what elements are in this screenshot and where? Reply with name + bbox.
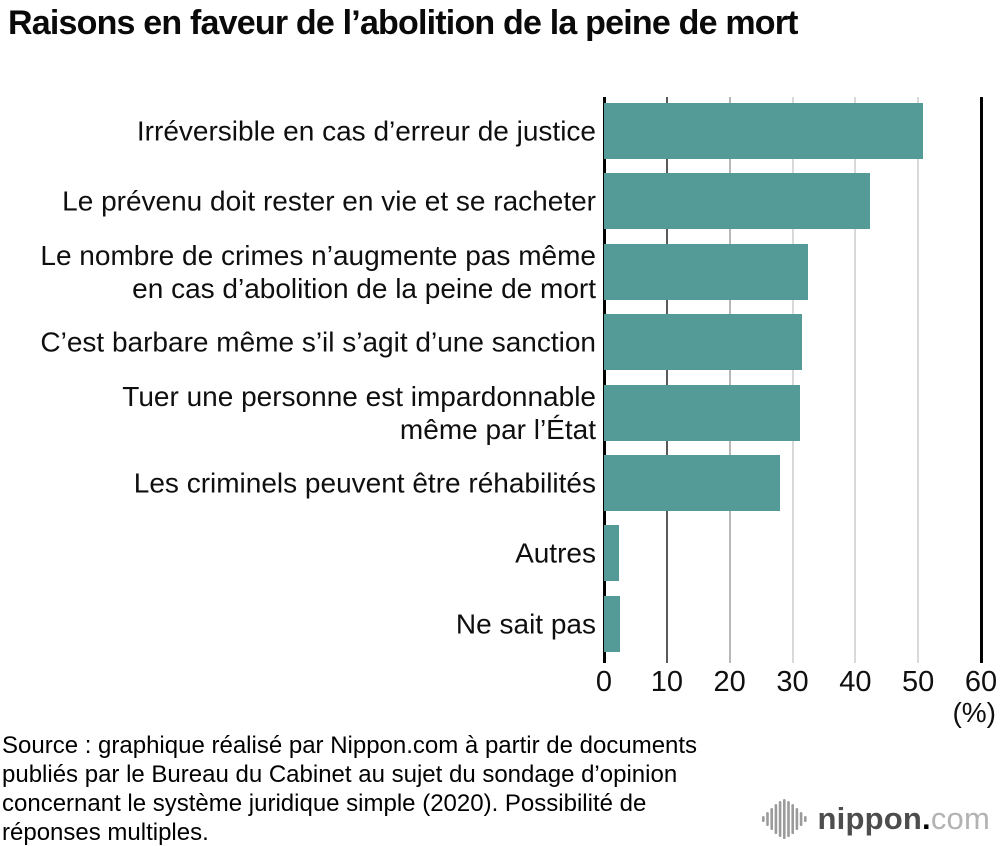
bar — [604, 314, 802, 371]
category-label: Irréversible en cas d’erreur de justice — [136, 115, 596, 147]
x-tick-label: 20 — [713, 666, 746, 698]
chart-title: Raisons en faveur de l’abolition de la p… — [8, 4, 799, 42]
nippon-logo: nippon.com — [761, 797, 991, 841]
bar — [604, 384, 801, 441]
bar — [604, 173, 870, 230]
axis-unit-label: (%) — [952, 697, 996, 728]
axis-line — [602, 97, 606, 663]
bar — [604, 103, 923, 159]
grid-line — [791, 97, 794, 663]
source-line: réponses multiples. — [2, 819, 209, 846]
grid-line — [728, 97, 731, 663]
axis-line — [979, 97, 983, 663]
x-tick-label: 0 — [595, 666, 613, 698]
plot-area — [602, 97, 983, 663]
source-line: concernant le système juridique simple (… — [2, 790, 647, 817]
logo-word-com: com — [930, 801, 990, 836]
x-tick-label: 30 — [776, 666, 809, 698]
logo-dot: . — [922, 801, 931, 836]
category-label: Autres — [515, 537, 596, 569]
grid-line — [854, 97, 857, 663]
source-line: Source : graphique réalisé par Nippon.co… — [2, 732, 698, 759]
bar — [604, 595, 620, 652]
x-tick-label: 40 — [839, 666, 872, 698]
source-note: Source : graphique réalisé par Nippon.co… — [2, 731, 697, 846]
bar — [604, 455, 780, 511]
bar — [604, 243, 808, 300]
logo-word-nippon: nippon — [817, 801, 922, 836]
grid-line — [665, 97, 668, 663]
soundwave-bars-icon — [761, 799, 807, 839]
category-label: Les criminels peuvent être réhabilités — [133, 467, 596, 499]
x-tick-label: 50 — [902, 666, 935, 698]
category-label: Le nombre de crimes n’augmente pas même … — [40, 239, 596, 304]
x-tick-label: 10 — [650, 666, 683, 698]
category-label: C’est barbare même s’il s’agit d’une san… — [40, 326, 596, 358]
grid-line — [917, 97, 920, 663]
category-label: Ne sait pas — [455, 608, 596, 640]
category-label: Tuer une personne est impardonnable même… — [122, 380, 596, 445]
category-label: Le prévenu doit rester en vie et se rach… — [62, 185, 596, 217]
nippon-logo-text: nippon.com — [818, 801, 991, 837]
x-tick-label: 60 — [964, 666, 998, 698]
bar — [604, 525, 620, 582]
source-line: publiés par le Bureau du Cabinet au suje… — [2, 761, 678, 788]
